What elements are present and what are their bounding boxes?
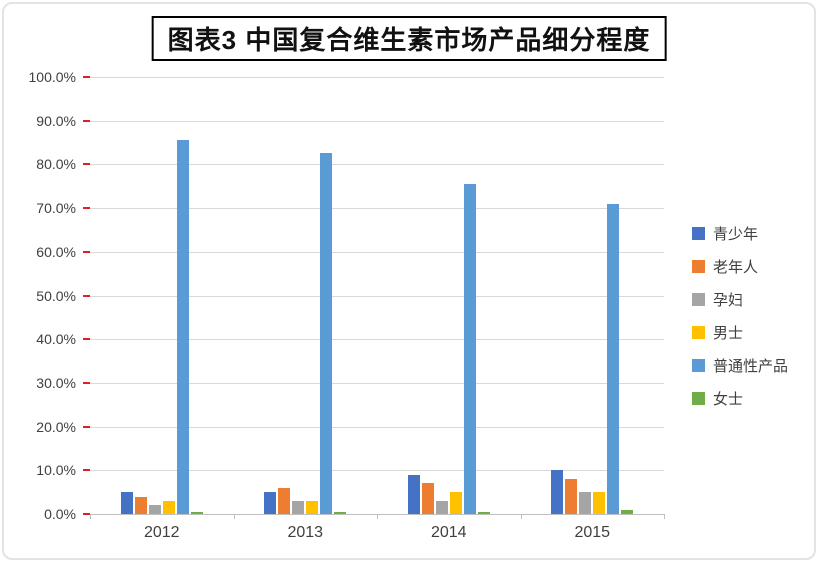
gridline	[90, 120, 664, 122]
bar-group-2014	[377, 77, 521, 514]
y-axis-label: 40.0%	[36, 331, 76, 348]
x-tick-mark	[664, 514, 665, 519]
bar-女士-2015	[621, 509, 634, 514]
y-axis-label: 0.0%	[44, 506, 76, 522]
y-tick-mark	[83, 294, 90, 297]
bar-青少年-2012	[120, 492, 133, 514]
legend-label: 孕妇	[713, 292, 744, 309]
legend-swatch-icon	[692, 392, 705, 405]
y-axis-label: 50.0%	[36, 287, 76, 304]
x-axis-label: 2012	[143, 524, 180, 541]
legend-label: 男士	[713, 325, 744, 342]
bar-老年人-2013	[278, 487, 291, 514]
y-axis-label: 30.0%	[36, 374, 76, 391]
legend-label: 青少年	[713, 226, 759, 243]
bar-青少年-2014	[407, 474, 420, 514]
legend-item-男士: 男士	[692, 322, 788, 343]
bar-groups	[90, 77, 664, 514]
gridline	[90, 339, 664, 341]
legend-item-孕妇: 孕妇	[692, 289, 788, 310]
bar-普通性产品-2012	[176, 140, 189, 514]
bar-女士-2012	[190, 511, 203, 514]
bar-孕妇-2012	[148, 505, 161, 514]
bar-孕妇-2015	[579, 492, 592, 514]
bar-group-2012	[90, 77, 234, 514]
y-axis: 100.0% 90.0% 80.0% 70.0% 60.0% 50.0% 40.0% 30.0…	[4, 69, 90, 522]
bar-青少年-2013	[264, 492, 277, 514]
x-tick-mark	[520, 514, 522, 519]
bar-老年人-2012	[134, 496, 147, 514]
x-axis-label: 2015	[574, 524, 611, 541]
legend-item-青少年: 青少年	[692, 223, 788, 244]
gridline	[90, 208, 664, 210]
bar-男士-2014	[449, 492, 462, 514]
y-tick-mark	[83, 119, 90, 122]
chart-title: 图表3 中国复合维生素市场产品细分程度	[151, 16, 667, 61]
y-tick-mark	[83, 207, 90, 210]
plot-area	[90, 77, 665, 519]
legend-item-女士: 女士	[692, 388, 788, 409]
gridline	[90, 426, 664, 428]
x-axis-label: 2013	[287, 524, 324, 541]
x-tick-mark	[90, 514, 91, 519]
bar-老年人-2015	[565, 479, 578, 514]
y-axis-label: 90.0%	[36, 112, 76, 129]
y-tick-mark	[83, 469, 90, 472]
legend-swatch-icon	[692, 326, 705, 339]
y-tick-mark	[83, 76, 90, 78]
y-tick-mark	[83, 425, 90, 428]
legend-item-普通性产品: 普通性产品	[692, 355, 788, 376]
gridline	[90, 382, 664, 384]
legend-swatch-icon	[692, 359, 705, 372]
y-tick-mark	[83, 513, 90, 515]
x-axis: 2012 2013 2014 2015	[90, 524, 664, 542]
gridline	[90, 164, 664, 166]
gridline	[90, 77, 664, 78]
bar-普通性产品-2015	[607, 203, 620, 514]
y-axis-label: 80.0%	[36, 156, 76, 173]
legend-label: 老年人	[713, 259, 759, 276]
x-axis-label: 2014	[430, 524, 467, 541]
bar-男士-2012	[162, 500, 175, 514]
legend-swatch-icon	[692, 260, 705, 273]
y-axis-label: 100.0%	[28, 69, 76, 85]
x-tick-mark	[377, 514, 378, 519]
legend-label: 女士	[713, 391, 744, 408]
bar-老年人-2014	[421, 483, 434, 514]
bar-孕妇-2014	[435, 500, 448, 514]
gridline	[90, 470, 664, 472]
legend-item-老年人: 老年人	[692, 256, 788, 277]
legend-swatch-icon	[692, 293, 705, 306]
legend-label: 普通性产品	[713, 358, 789, 375]
bar-普通性产品-2014	[463, 184, 476, 514]
y-tick-mark	[83, 163, 90, 166]
legend-swatch-icon	[692, 227, 705, 240]
y-axis-label: 10.0%	[36, 462, 76, 479]
y-axis-label: 70.0%	[36, 200, 76, 217]
y-axis-label: 60.0%	[36, 243, 76, 260]
bar-女士-2014	[477, 511, 490, 514]
bar-group-2015	[521, 77, 665, 514]
gridline	[90, 295, 664, 297]
legend: 青少年老年人孕妇男士普通性产品女士	[692, 223, 788, 421]
y-tick-mark	[83, 381, 90, 384]
bar-男士-2015	[593, 492, 606, 514]
bar-男士-2013	[306, 500, 319, 514]
bar-青少年-2015	[551, 470, 564, 514]
y-axis-label: 20.0%	[36, 418, 76, 435]
bar-女士-2013	[334, 511, 347, 514]
y-tick-mark	[83, 250, 90, 253]
gridline	[90, 251, 664, 253]
bar-孕妇-2013	[292, 500, 305, 514]
bar-group-2013	[234, 77, 378, 514]
bar-普通性产品-2013	[320, 153, 333, 514]
y-tick-mark	[83, 338, 90, 341]
x-tick-mark	[233, 514, 235, 519]
